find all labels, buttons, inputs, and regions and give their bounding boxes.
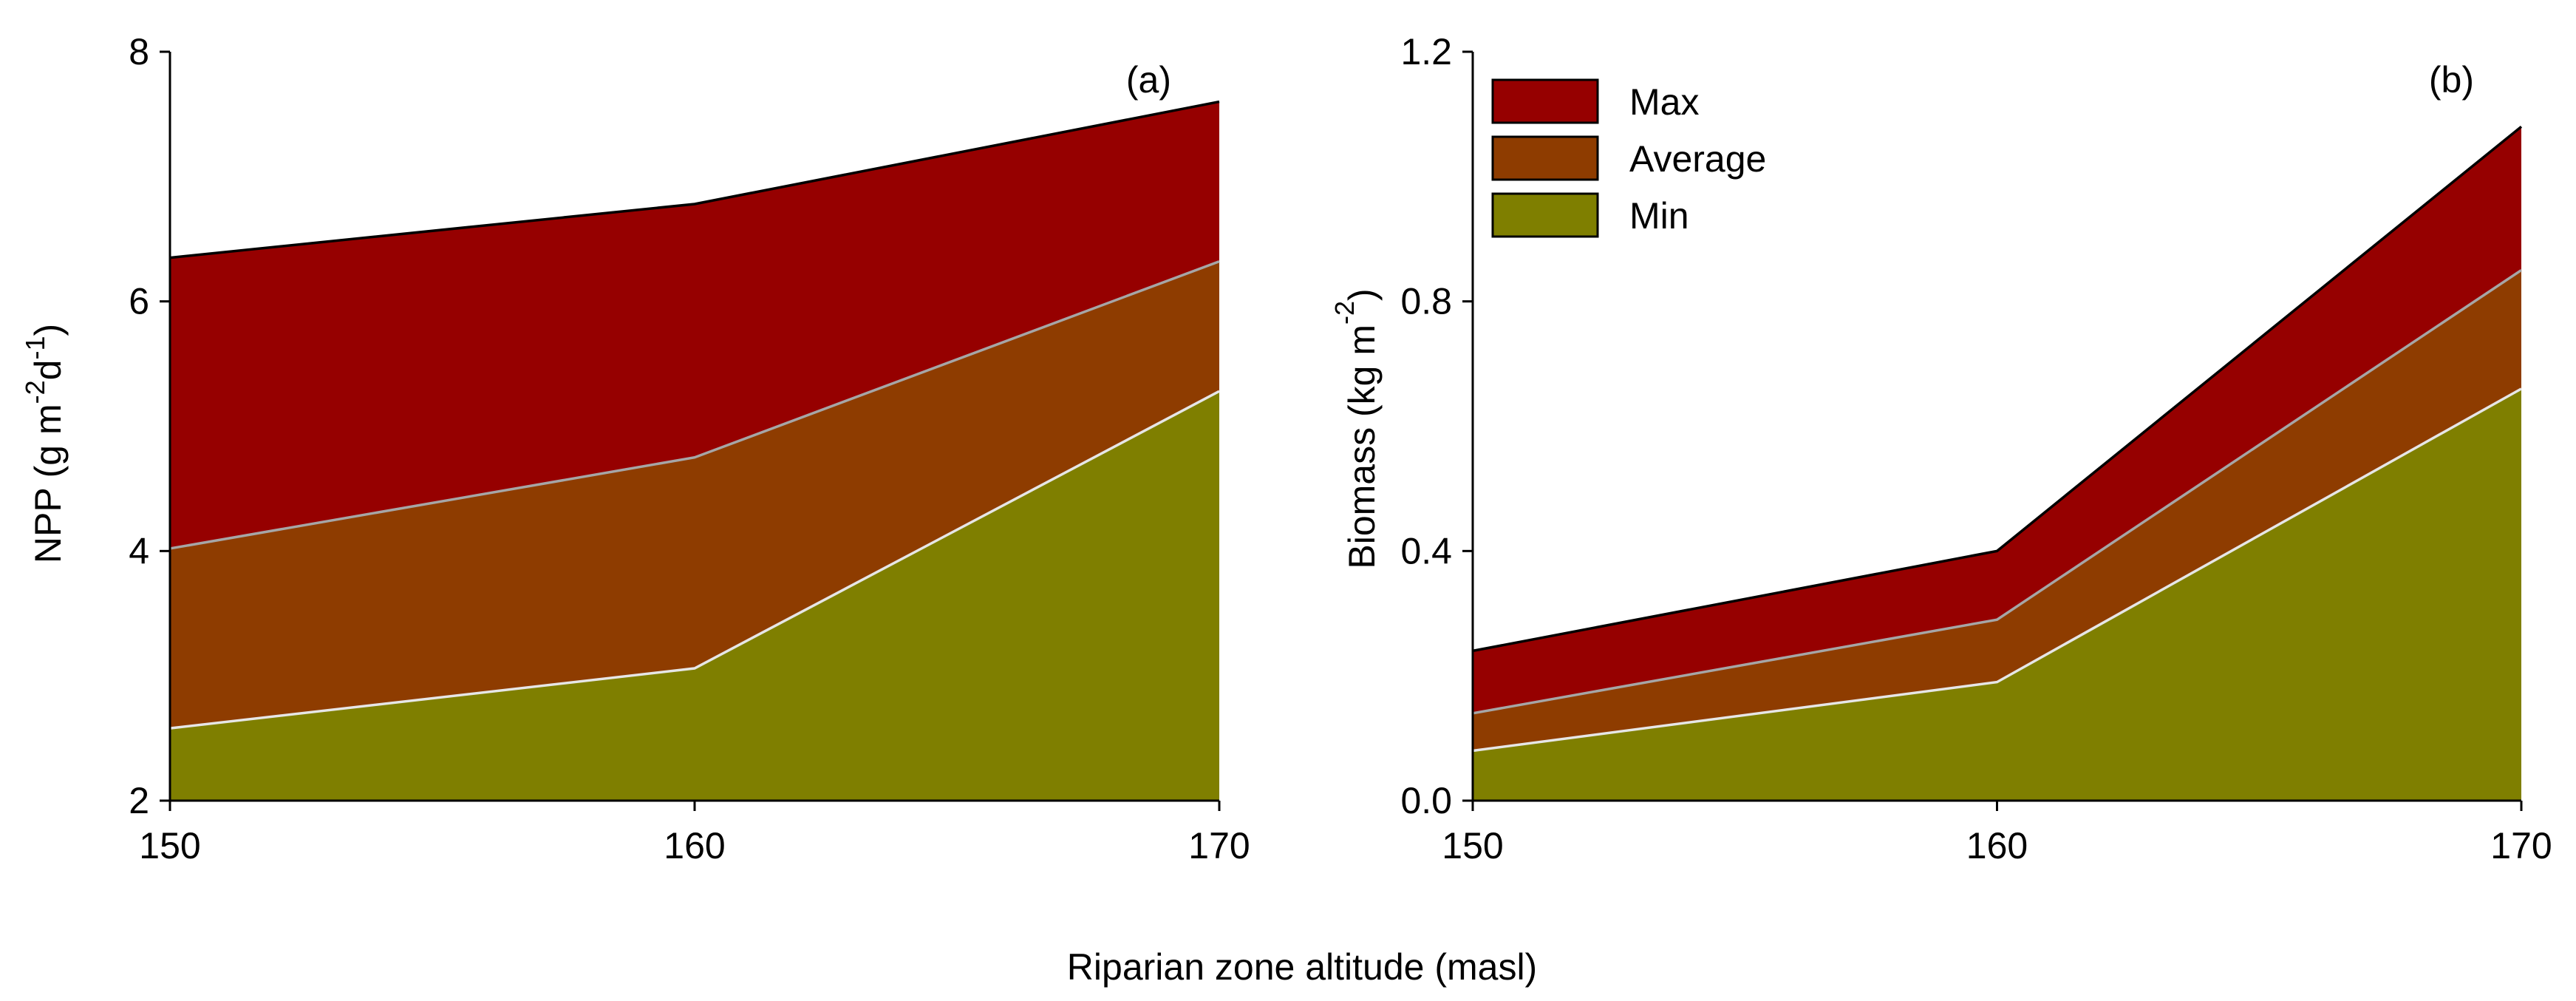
- panel-b-x-ticks: 150 160 170: [1442, 801, 2552, 866]
- panel-a-x-ticks: 150 160 170: [139, 801, 1250, 866]
- panel-a-tag: (a): [1126, 59, 1171, 101]
- y-tick-label: 2: [129, 780, 149, 821]
- legend-label-max: Max: [1629, 81, 1699, 123]
- area-min-panel-a: [170, 391, 1219, 801]
- panel-a-y-ticks: 2 4 6 8: [129, 31, 170, 821]
- panel-b-y-ticks: 0.0 0.4 0.8 1.2: [1400, 31, 1473, 821]
- panel-a-areas: [169, 100, 1220, 801]
- legend-swatch-max: [1491, 78, 1599, 124]
- x-tick-label: 150: [139, 825, 200, 866]
- y-tick-label: 4: [129, 530, 149, 571]
- legend-swatch-average: [1491, 135, 1599, 181]
- panel-a-y-axis-title: NPP (g m-2d-1): [20, 324, 69, 563]
- area-edge-min-panel-a: [169, 390, 1220, 730]
- y-tick-label: 0.4: [1400, 530, 1452, 571]
- legend-label-min: Min: [1629, 195, 1689, 237]
- panel-b-y-axis-title: Biomass (kg m-2): [1329, 288, 1383, 569]
- legend: Max Average Min: [1491, 78, 1766, 238]
- x-tick-label: 160: [664, 825, 725, 866]
- x-tick-label: 160: [1966, 825, 2028, 866]
- y-tick-label: 0.0: [1400, 780, 1452, 821]
- y-tick-label: 0.8: [1400, 281, 1452, 322]
- area-edge-average-panel-a: [169, 260, 1220, 550]
- y-tick-label: 8: [129, 31, 149, 72]
- legend-label-average: Average: [1629, 138, 1766, 180]
- x-tick-label: 170: [1188, 825, 1250, 866]
- area-min-panel-b: [1473, 388, 2521, 801]
- panel-b-tag: (b): [2429, 59, 2474, 101]
- y-tick-label: 1.2: [1400, 31, 1452, 72]
- area-edge-min-panel-b: [1472, 387, 2522, 753]
- shared-x-axis-title: Riparian zone altitude (masl): [1067, 946, 1537, 988]
- legend-swatch-min: [1491, 192, 1599, 238]
- panel-a-npp-chart: 2 4 6 8 150 160 170 (a) NPP (g m-2d-1): [20, 31, 1250, 866]
- x-tick-label: 150: [1442, 825, 1503, 866]
- area-edge-max-panel-a: [169, 100, 1220, 259]
- area-edge-max-panel-b: [1472, 125, 2523, 653]
- y-tick-label: 6: [129, 281, 149, 322]
- panel-b-areas: [1472, 125, 2523, 801]
- x-tick-label: 170: [2490, 825, 2552, 866]
- panel-b-biomass-chart: 0.0 0.4 0.8 1.2 150 160 170 (b) Biomass (kg m…: [1329, 31, 2552, 866]
- area-edge-average-panel-b: [1472, 269, 2522, 715]
